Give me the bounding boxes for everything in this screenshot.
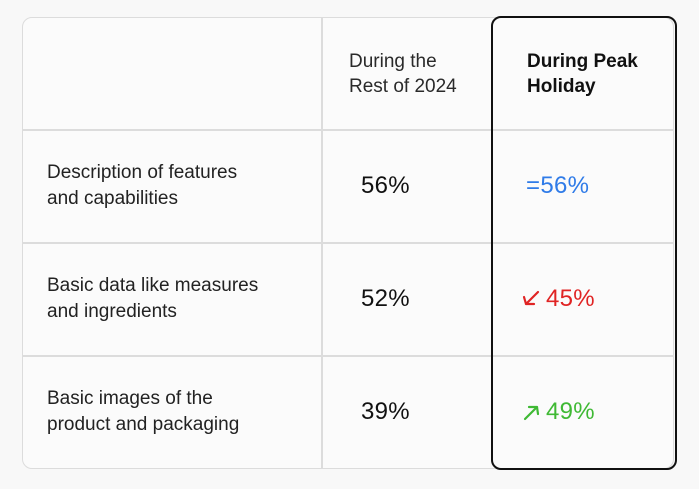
row-label-line2: and capabilities	[47, 187, 178, 209]
rest-of-year-value: 39%	[361, 397, 410, 425]
peak-value-equal: =56%	[526, 172, 589, 200]
header-peak-line1: During Peak	[527, 50, 638, 72]
row-divider	[23, 242, 673, 244]
header-peak-holiday: During Peak Holiday	[527, 18, 677, 129]
rest-of-year-value: 52%	[361, 284, 410, 312]
header-rest-of-2024: During the Rest of 2024	[349, 18, 491, 129]
row-divider	[23, 355, 673, 357]
peak-holiday-value: 45%	[546, 284, 595, 312]
peak-value-down: 45%	[521, 285, 595, 313]
row-label-line2: and ingredients	[47, 300, 177, 322]
value-peak-data: 45%	[521, 242, 671, 355]
arrow-down-left-icon	[522, 290, 540, 305]
header-rest-line1: During the	[349, 50, 437, 72]
header-peak-line2: Holiday	[527, 75, 596, 97]
peak-holiday-value: =56%	[526, 171, 590, 199]
peak-holiday-value: 49%	[546, 397, 595, 425]
row-label-images: Basic images of the product and packagin…	[47, 355, 317, 468]
comparison-table: During the Rest of 2024 During Peak Holi…	[22, 16, 677, 470]
value-rest-features: 56%	[361, 129, 481, 242]
value-peak-features: =56%	[526, 129, 676, 242]
header-rest-line2: Rest of 2024	[349, 75, 457, 97]
row-label-line2: product and packaging	[47, 413, 240, 435]
rest-of-year-value: 56%	[361, 171, 410, 199]
table-grid	[23, 18, 673, 468]
row-label-line1: Basic data like measures	[47, 274, 259, 296]
peak-holiday-highlight	[491, 16, 677, 470]
row-label-line1: Description of features	[47, 161, 238, 183]
peak-value-up: 49%	[521, 398, 595, 426]
value-rest-images: 39%	[361, 355, 481, 468]
value-peak-images: 49%	[521, 355, 671, 468]
row-label-features: Description of features and capabilities	[47, 129, 317, 242]
value-rest-data: 52%	[361, 242, 481, 355]
row-label-data: Basic data like measures and ingredients	[47, 242, 317, 355]
arrow-up-right-icon	[523, 405, 540, 420]
row-divider	[23, 129, 673, 131]
row-label-line1: Basic images of the	[47, 387, 213, 409]
